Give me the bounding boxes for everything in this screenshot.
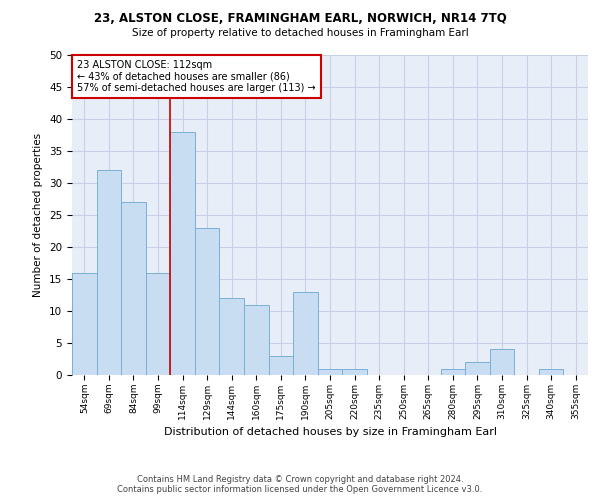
Bar — [170, 132, 195, 375]
Text: Contains HM Land Registry data © Crown copyright and database right 2024.
Contai: Contains HM Land Registry data © Crown c… — [118, 474, 482, 494]
Y-axis label: Number of detached properties: Number of detached properties — [34, 133, 43, 297]
Bar — [195, 228, 220, 375]
Text: 23, ALSTON CLOSE, FRAMINGHAM EARL, NORWICH, NR14 7TQ: 23, ALSTON CLOSE, FRAMINGHAM EARL, NORWI… — [94, 12, 506, 26]
Bar — [220, 298, 244, 375]
Text: 23 ALSTON CLOSE: 112sqm
← 43% of detached houses are smaller (86)
57% of semi-de: 23 ALSTON CLOSE: 112sqm ← 43% of detache… — [77, 60, 316, 93]
Bar — [490, 350, 514, 375]
Text: Size of property relative to detached houses in Framingham Earl: Size of property relative to detached ho… — [131, 28, 469, 38]
Bar — [440, 368, 465, 375]
Bar — [318, 368, 342, 375]
Bar — [465, 362, 490, 375]
Bar — [293, 292, 318, 375]
Bar — [539, 368, 563, 375]
Bar — [146, 272, 170, 375]
Bar — [97, 170, 121, 375]
Bar — [244, 304, 269, 375]
Bar — [269, 356, 293, 375]
Bar — [72, 272, 97, 375]
Bar — [121, 202, 146, 375]
Bar — [342, 368, 367, 375]
X-axis label: Distribution of detached houses by size in Framingham Earl: Distribution of detached houses by size … — [163, 428, 497, 438]
